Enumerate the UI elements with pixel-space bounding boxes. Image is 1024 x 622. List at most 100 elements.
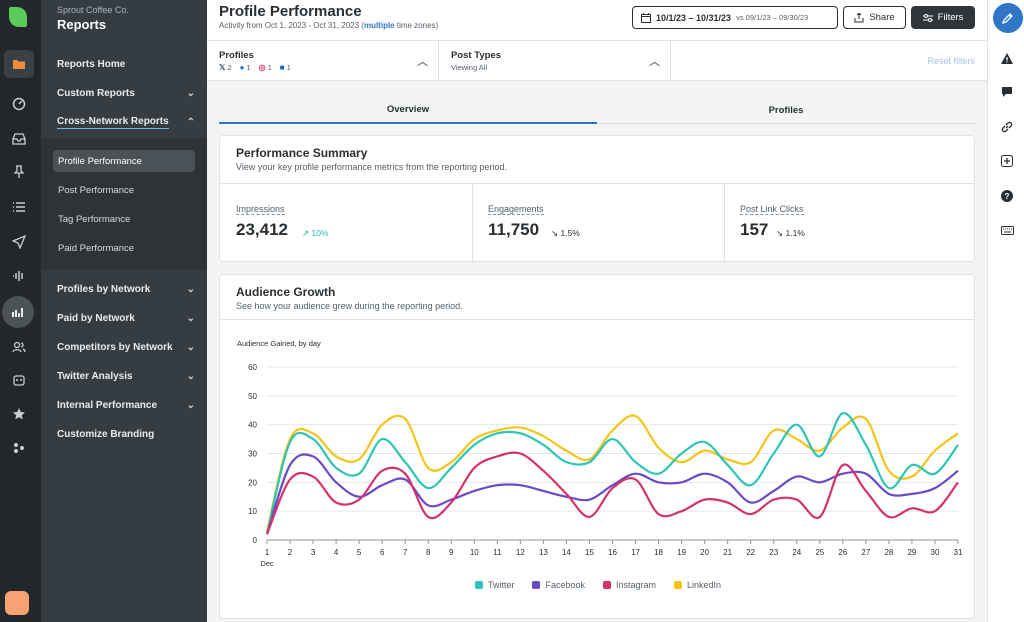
tab-overview[interactable]: Overview <box>219 96 597 124</box>
x-tick-label: 16 <box>608 548 617 557</box>
instagram-network-count: ◎ 1 <box>259 63 272 72</box>
series-line-facebook <box>265 453 959 535</box>
submenu-item-profile-performance[interactable]: Profile Performance <box>53 150 195 172</box>
dashboard-gauge-icon[interactable] <box>4 90 34 118</box>
instagram-icon: ◎ <box>258 63 266 72</box>
keyboard-icon[interactable] <box>997 220 1017 240</box>
reports-bar-chart-icon[interactable] <box>2 296 34 328</box>
page-title: Profile Performance <box>219 3 362 20</box>
x-tick-label: 7 <box>403 548 408 557</box>
metric-label[interactable]: Engagements <box>488 204 544 215</box>
sidebar-item-cross-network-reports[interactable]: Cross-Network Reports ⌃ <box>57 114 195 130</box>
legend-item-twitter[interactable]: Twitter <box>474 580 515 590</box>
pin-icon[interactable] <box>4 158 34 186</box>
star-review-icon[interactable] <box>4 400 34 428</box>
folder-icon[interactable] <box>4 50 34 78</box>
sidebar-item-twitter-analysis[interactable]: Twitter Analysis ⌄ <box>57 368 195 384</box>
submenu-item-paid-performance[interactable]: Paid Performance <box>58 242 135 254</box>
y-tick-label: 60 <box>248 363 257 372</box>
facebook-icon: ● <box>239 63 245 72</box>
x-tick-label: 14 <box>562 548 571 557</box>
people-icon[interactable] <box>4 333 34 361</box>
metric-label[interactable]: Post Link Clicks <box>740 204 804 215</box>
x-tick-label: 13 <box>539 548 548 557</box>
x-tick-label: 21 <box>723 548 732 557</box>
facebook-count: 1 <box>246 63 251 72</box>
date-range-button[interactable]: 10/1/23 – 10/31/23 vs 09/1/23 – 09/30/23 <box>632 6 838 29</box>
listening-waveform-icon[interactable] <box>4 262 34 290</box>
legend-label: Instagram <box>615 580 657 590</box>
link-icon[interactable] <box>997 117 1017 137</box>
sidebar-item-reports-home[interactable]: Reports Home <box>57 56 195 72</box>
audience-growth-title: Audience Growth <box>236 285 336 299</box>
notification-bubble-icon[interactable] <box>997 82 1017 102</box>
inbox-icon[interactable] <box>4 125 34 153</box>
user-avatar[interactable] <box>5 591 29 615</box>
sidebar-item-label: Reports Home <box>57 58 126 70</box>
sprout-logo-icon[interactable] <box>9 7 27 27</box>
x-tick-label: 1 <box>265 548 270 557</box>
sidebar-item-internal-performance[interactable]: Internal Performance ⌄ <box>57 397 195 413</box>
x-tick-label: 9 <box>449 548 454 557</box>
x-tick-label: 12 <box>516 548 525 557</box>
share-button-label: Share <box>869 12 895 23</box>
metric-post-link-clicks: Post Link Clicks 157 ↘ 1.1% <box>724 184 976 262</box>
chevron-down-icon: ⌄ <box>186 87 195 99</box>
chevron-up-icon: ︿ <box>417 56 428 68</box>
reports-sidebar: Sprout Coffee Co. Reports Reports Home C… <box>41 0 207 622</box>
linkedin-icon: ■ <box>279 63 285 72</box>
sidebar-item-paid-by-network[interactable]: Paid by Network ⌄ <box>57 310 195 326</box>
compose-icon[interactable] <box>993 3 1023 33</box>
metric-delta: ↘ 1.1% <box>776 228 805 238</box>
legend-label: Twitter <box>487 580 515 590</box>
x-tick-label: 4 <box>334 548 339 557</box>
x-icon: 𝕏 <box>219 63 226 72</box>
icon-rail <box>0 0 41 622</box>
y-tick-label: 40 <box>248 421 257 430</box>
alert-icon[interactable] <box>997 48 1017 68</box>
add-icon[interactable] <box>997 151 1017 171</box>
filters-button[interactable]: Filters <box>911 6 975 29</box>
tab-profiles[interactable]: Profiles <box>768 104 804 116</box>
send-icon[interactable] <box>4 228 34 256</box>
post-types-filter[interactable]: Post Types Viewing All ︿ <box>439 41 671 81</box>
bot-icon[interactable] <box>4 366 34 394</box>
sidebar-item-label: Customize Branding <box>57 428 155 440</box>
submenu-item-tag-performance[interactable]: Tag Performance <box>58 213 131 225</box>
metric-value: 157 <box>740 220 769 239</box>
x-tick-label: 30 <box>931 548 940 557</box>
legend-item-instagram[interactable]: Instagram <box>602 580 657 590</box>
x-tick-label: 17 <box>631 548 640 557</box>
integrations-icon[interactable] <box>4 434 34 462</box>
submenu-item-post-performance[interactable]: Post Performance <box>58 184 135 196</box>
sidebar-item-competitors-by-network[interactable]: Competitors by Network ⌄ <box>57 339 195 355</box>
svg-text:?: ? <box>1005 192 1010 201</box>
legend-swatch <box>602 581 611 589</box>
list-icon[interactable] <box>4 193 34 221</box>
performance-summary-title: Performance Summary <box>236 146 368 160</box>
share-button[interactable]: Share <box>843 6 906 29</box>
x-tick-label: 18 <box>654 548 663 557</box>
sidebar-item-custom-reports[interactable]: Custom Reports ⌄ <box>57 85 195 101</box>
sidebar-item-customize-branding[interactable]: Customize Branding <box>57 426 195 442</box>
metric-impressions: Impressions 23,412 ↗ 10% <box>220 184 472 262</box>
legend-label: LinkedIn <box>687 580 722 590</box>
timezones-link[interactable]: multiple <box>363 21 395 30</box>
legend-item-linkedin[interactable]: LinkedIn <box>674 580 721 590</box>
performance-summary-card: Performance Summary View your key profil… <box>219 135 975 262</box>
reset-filters-link[interactable]: Reset filters <box>927 56 975 66</box>
x-tick-label: 2 <box>288 548 293 557</box>
series-line-linkedin <box>265 414 959 532</box>
metric-label[interactable]: Impressions <box>236 204 285 215</box>
help-icon[interactable]: ? <box>997 186 1017 206</box>
legend-item-facebook[interactable]: Facebook <box>532 580 585 590</box>
right-rail: ? <box>987 0 1024 622</box>
sidebar-item-label: Profiles by Network <box>57 283 151 295</box>
y-tick-label: 50 <box>248 392 257 401</box>
metric-delta: ↘ 1.5% <box>551 228 580 238</box>
x-tick-label: 6 <box>380 548 385 557</box>
x-tick-label: 19 <box>677 548 686 557</box>
sidebar-item-profiles-by-network[interactable]: Profiles by Network ⌄ <box>57 281 195 297</box>
